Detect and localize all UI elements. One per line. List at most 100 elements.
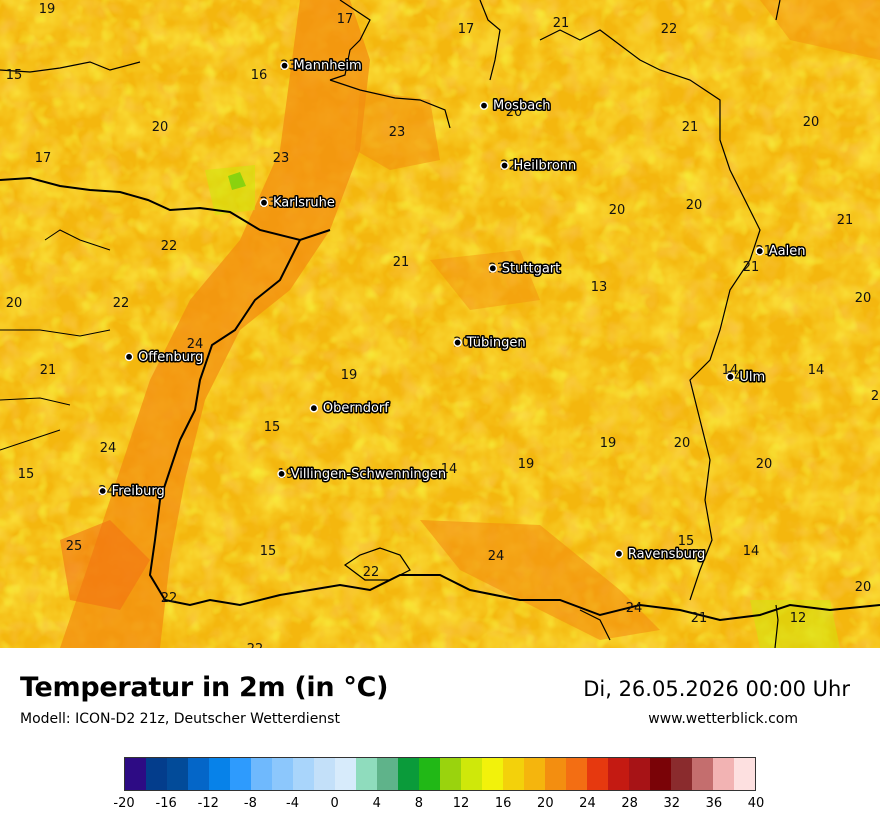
legend-swatch: [419, 758, 440, 790]
value-label: 15: [6, 68, 23, 83]
legend-swatch: [167, 758, 188, 790]
city-label: Tübingen: [466, 336, 526, 351]
value-label: 15: [678, 534, 695, 549]
value-label: 19: [518, 457, 535, 472]
color-legend: [124, 757, 756, 791]
value-label: 20: [855, 580, 872, 595]
legend-tick-label: -4: [286, 796, 300, 811]
value-label: 19: [600, 436, 617, 451]
value-label: 24: [626, 601, 643, 616]
legend-tick-label: 4: [372, 796, 381, 811]
legend-tick-label: 24: [579, 796, 596, 811]
legend-swatch: [335, 758, 356, 790]
legend-swatch: [650, 758, 671, 790]
city-label: Karlsruhe: [273, 196, 335, 211]
borders: [0, 0, 880, 648]
legend-swatch: [230, 758, 251, 790]
legend-tick-label: 28: [621, 796, 638, 811]
legend-swatch: [524, 758, 545, 790]
value-label: 21: [682, 120, 699, 135]
website-link[interactable]: www.wetterblick.com: [648, 711, 798, 727]
cool-region-southeast: [750, 600, 840, 648]
value-label: 21: [837, 213, 854, 228]
value-label: 15: [18, 467, 35, 482]
hot-spot-south: [60, 520, 150, 610]
value-label: 19: [39, 2, 56, 17]
legend-swatch: [272, 758, 293, 790]
legend-swatch: [293, 758, 314, 790]
legend-tick-label: 20: [537, 796, 554, 811]
legend-swatch: [629, 758, 650, 790]
value-label: 21: [691, 611, 708, 626]
legend-swatch: [314, 758, 335, 790]
value-label: 20: [756, 457, 773, 472]
legend-tick-label: 8: [414, 796, 424, 811]
valid-time: Di, 26.05.2026 00:00 Uhr: [583, 677, 850, 701]
value-label: 20: [855, 291, 872, 306]
value-label: 12: [790, 611, 807, 626]
legend-swatch: [188, 758, 209, 790]
legend-tick-label: 36: [705, 796, 723, 811]
value-label: 22: [247, 642, 264, 648]
legend-swatch: [734, 758, 755, 790]
legend-swatch: [377, 758, 398, 790]
city-label: Heilbronn: [514, 159, 577, 174]
legend-swatch: [440, 758, 461, 790]
value-label: 14: [808, 363, 825, 378]
legend-swatch: [209, 758, 230, 790]
value-label: 20: [152, 120, 169, 135]
value-label: 22: [363, 565, 380, 580]
value-label: 19: [341, 368, 358, 383]
city-dot: [614, 549, 624, 559]
value-label: 22: [661, 22, 678, 37]
city-dot: [500, 161, 509, 170]
value-label: 22: [161, 591, 178, 606]
value-label: 20: [6, 296, 23, 311]
value-label: 25: [66, 539, 83, 554]
legend-swatch: [566, 758, 587, 790]
value-label: 22: [113, 296, 130, 311]
value-label: 2: [871, 389, 879, 404]
temperature-map: 19 17 17 21 22 15 16 20 21 20 20 23 17 23 20 20 21 22 21 21…: [0, 0, 880, 648]
legend-ticks: -20 -16 -12 -8 -4 0 4 8 12 16 20 24 28 32 36 40: [113, 796, 764, 816]
city-label: Offenburg: [138, 350, 203, 365]
city-label: Aalen: [769, 244, 806, 259]
city-label: Mosbach: [493, 99, 551, 114]
value-label: 21: [743, 260, 760, 275]
city-dot: [280, 61, 289, 70]
value-label: 23: [389, 125, 406, 140]
city-label: Ravensburg: [628, 547, 705, 562]
value-label: 21: [553, 16, 570, 31]
value-label: 20: [609, 203, 626, 218]
warm-region-mannheim: [355, 90, 440, 170]
legend-tick-label: -12: [197, 796, 219, 811]
value-label: 23: [273, 151, 290, 166]
model-info: Modell: ICON-D2 21z, Deutscher Wetterdie…: [20, 711, 340, 727]
value-label: 24: [187, 337, 204, 352]
city-label: Freiburg: [112, 484, 165, 499]
warm-region-rhine: [60, 0, 370, 648]
legend-swatch: [608, 758, 629, 790]
legend-swatch: [671, 758, 692, 790]
legend-swatch: [146, 758, 167, 790]
legend-swatch: [545, 758, 566, 790]
city-dot: [488, 264, 498, 273]
city-dot: [755, 246, 765, 256]
legend-tick-label: -16: [155, 796, 177, 811]
warm-region-northeast: [760, 0, 880, 60]
value-label: 24: [100, 441, 117, 456]
value-label: 13: [591, 280, 608, 295]
legend-tick-label: 0: [330, 796, 339, 811]
value-label: 21: [393, 255, 410, 270]
city-markers: 23 Mannheim Mosbach 22 Heilbronn 23 Karlsruhe 2…: [98, 57, 807, 563]
city-dot: [309, 403, 319, 413]
legend-swatch: [125, 758, 146, 790]
legend-tick-label: -20: [113, 796, 135, 811]
city-label: Villingen-Schwenningen: [291, 467, 447, 482]
legend-swatch: [692, 758, 713, 790]
value-label: 15: [260, 544, 277, 559]
city-dot: [726, 372, 735, 382]
legend-tick-label: 12: [452, 796, 470, 811]
